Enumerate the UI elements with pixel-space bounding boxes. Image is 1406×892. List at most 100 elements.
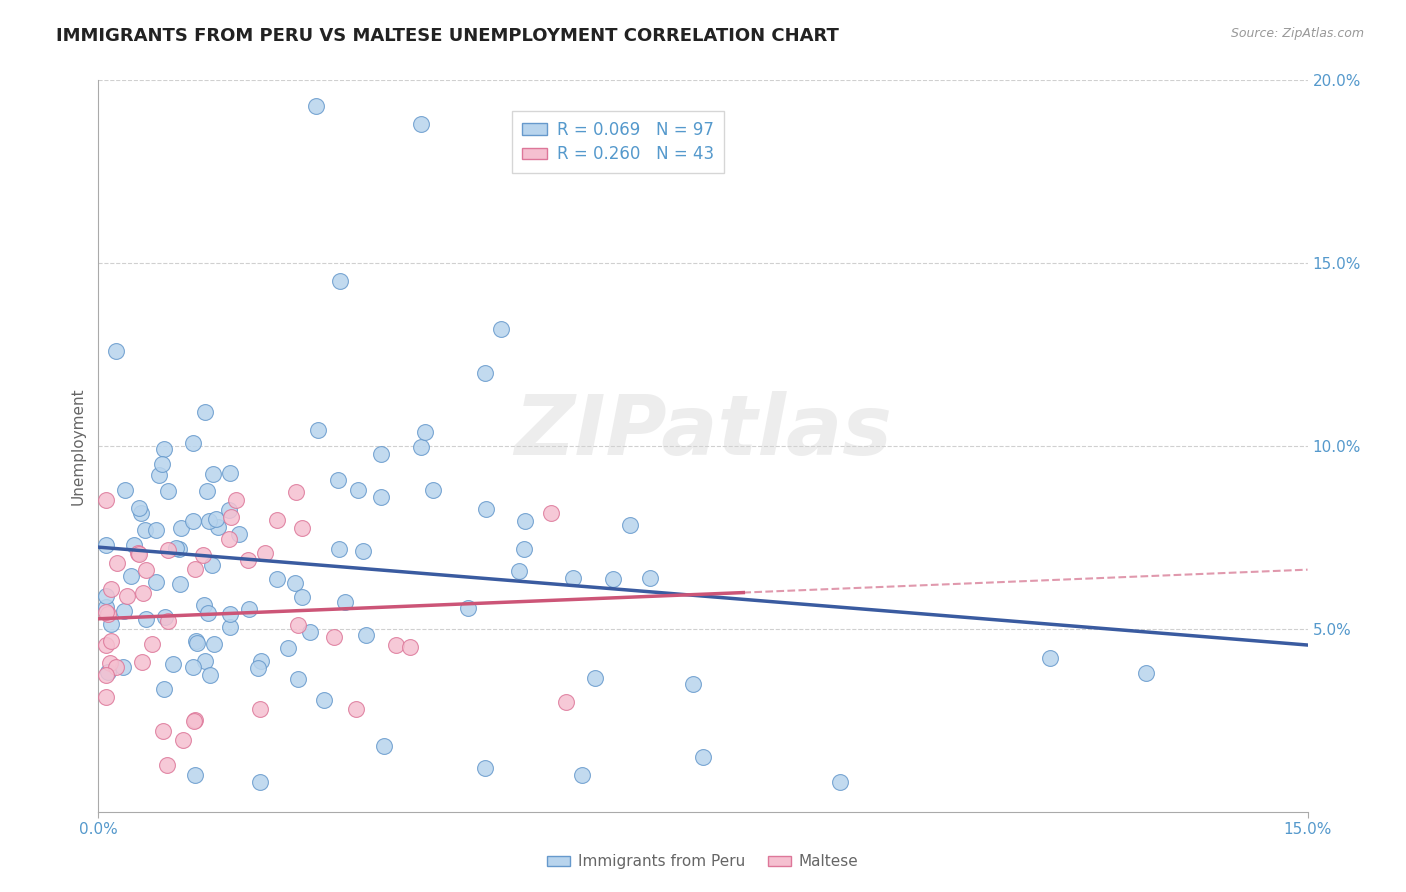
Immigrants from Peru	[194, 654, 217, 668]
Immigrants from Peru	[305, 99, 328, 113]
Immigrants from Peru	[129, 506, 152, 520]
Maltese	[96, 605, 118, 619]
Maltese	[131, 586, 153, 600]
Immigrants from Peru	[207, 519, 229, 533]
Immigrants from Peru	[474, 502, 496, 516]
Immigrants from Peru	[411, 440, 433, 454]
Maltese	[96, 690, 118, 704]
Immigrants from Peru	[202, 637, 225, 651]
Immigrants from Peru	[347, 483, 370, 497]
Immigrants from Peru	[162, 657, 184, 672]
Immigrants from Peru	[150, 457, 173, 471]
Text: Source: ZipAtlas.com: Source: ZipAtlas.com	[1230, 27, 1364, 40]
Immigrants from Peru	[134, 523, 156, 537]
Immigrants from Peru	[249, 775, 271, 789]
Immigrants from Peru	[287, 673, 309, 687]
Immigrants from Peru	[219, 467, 242, 481]
Maltese	[183, 714, 205, 728]
Maltese	[157, 614, 180, 628]
Immigrants from Peru	[169, 577, 191, 591]
Maltese	[127, 546, 149, 560]
Immigrants from Peru	[167, 542, 190, 557]
Maltese	[540, 506, 562, 520]
Immigrants from Peru	[413, 425, 436, 439]
Maltese	[385, 638, 408, 652]
Immigrants from Peru	[513, 542, 536, 557]
Immigrants from Peru	[218, 620, 240, 634]
Immigrants from Peru	[329, 275, 352, 289]
Immigrants from Peru	[181, 436, 204, 450]
Immigrants from Peru	[692, 749, 714, 764]
Immigrants from Peru	[186, 636, 208, 650]
Text: ZIPatlas: ZIPatlas	[515, 391, 891, 472]
Immigrants from Peru	[474, 366, 496, 380]
Maltese	[193, 549, 215, 563]
Maltese	[100, 634, 122, 648]
Maltese	[135, 563, 157, 577]
Immigrants from Peru	[828, 775, 851, 789]
Maltese	[287, 617, 309, 632]
Immigrants from Peru	[298, 624, 321, 639]
Immigrants from Peru	[283, 576, 305, 591]
Immigrants from Peru	[328, 542, 350, 557]
Immigrants from Peru	[228, 526, 250, 541]
Immigrants from Peru	[312, 692, 335, 706]
Immigrants from Peru	[148, 467, 170, 482]
Immigrants from Peru	[112, 659, 135, 673]
Immigrants from Peru	[583, 671, 606, 685]
Immigrants from Peru	[122, 538, 145, 552]
Maltese	[96, 638, 118, 652]
Immigrants from Peru	[97, 665, 120, 679]
Immigrants from Peru	[197, 606, 219, 620]
Immigrants from Peru	[513, 515, 536, 529]
Immigrants from Peru	[422, 483, 444, 497]
Immigrants from Peru	[145, 524, 167, 538]
Immigrants from Peru	[250, 654, 273, 668]
Immigrants from Peru	[1135, 665, 1157, 680]
Immigrants from Peru	[266, 572, 288, 586]
Immigrants from Peru	[96, 589, 118, 603]
Immigrants from Peru	[170, 520, 193, 534]
Immigrants from Peru	[238, 602, 260, 616]
Maltese	[100, 657, 122, 671]
Maltese	[254, 546, 277, 560]
Maltese	[236, 552, 259, 566]
Immigrants from Peru	[197, 514, 219, 528]
Immigrants from Peru	[218, 607, 240, 621]
Maltese	[219, 510, 242, 524]
Immigrants from Peru	[571, 768, 593, 782]
Maltese	[555, 695, 578, 709]
Immigrants from Peru	[562, 571, 585, 585]
Immigrants from Peru	[197, 484, 219, 499]
Immigrants from Peru	[184, 768, 207, 782]
Immigrants from Peru	[112, 604, 135, 618]
Maltese	[105, 660, 128, 674]
Immigrants from Peru	[354, 628, 377, 642]
Legend: Immigrants from Peru, Maltese: Immigrants from Peru, Maltese	[541, 848, 865, 875]
Maltese	[344, 702, 367, 716]
Maltese	[96, 668, 118, 682]
Immigrants from Peru	[193, 598, 215, 612]
Maltese	[100, 582, 122, 597]
Immigrants from Peru	[96, 538, 118, 552]
Immigrants from Peru	[96, 600, 118, 615]
Immigrants from Peru	[619, 518, 641, 533]
Immigrants from Peru	[200, 668, 222, 682]
Maltese	[141, 637, 163, 651]
Immigrants from Peru	[194, 405, 217, 419]
Maltese	[284, 485, 307, 500]
Immigrants from Peru	[326, 473, 349, 487]
Immigrants from Peru	[153, 442, 176, 457]
Maltese	[322, 631, 344, 645]
Immigrants from Peru	[128, 500, 150, 515]
Maltese	[105, 556, 128, 570]
Maltese	[128, 547, 150, 561]
Maltese	[291, 521, 314, 535]
Immigrants from Peru	[370, 490, 392, 504]
Maltese	[97, 607, 120, 621]
Immigrants from Peru	[135, 612, 157, 626]
Immigrants from Peru	[291, 590, 314, 604]
Immigrants from Peru	[205, 512, 228, 526]
Immigrants from Peru	[373, 739, 395, 754]
Immigrants from Peru	[183, 514, 205, 528]
